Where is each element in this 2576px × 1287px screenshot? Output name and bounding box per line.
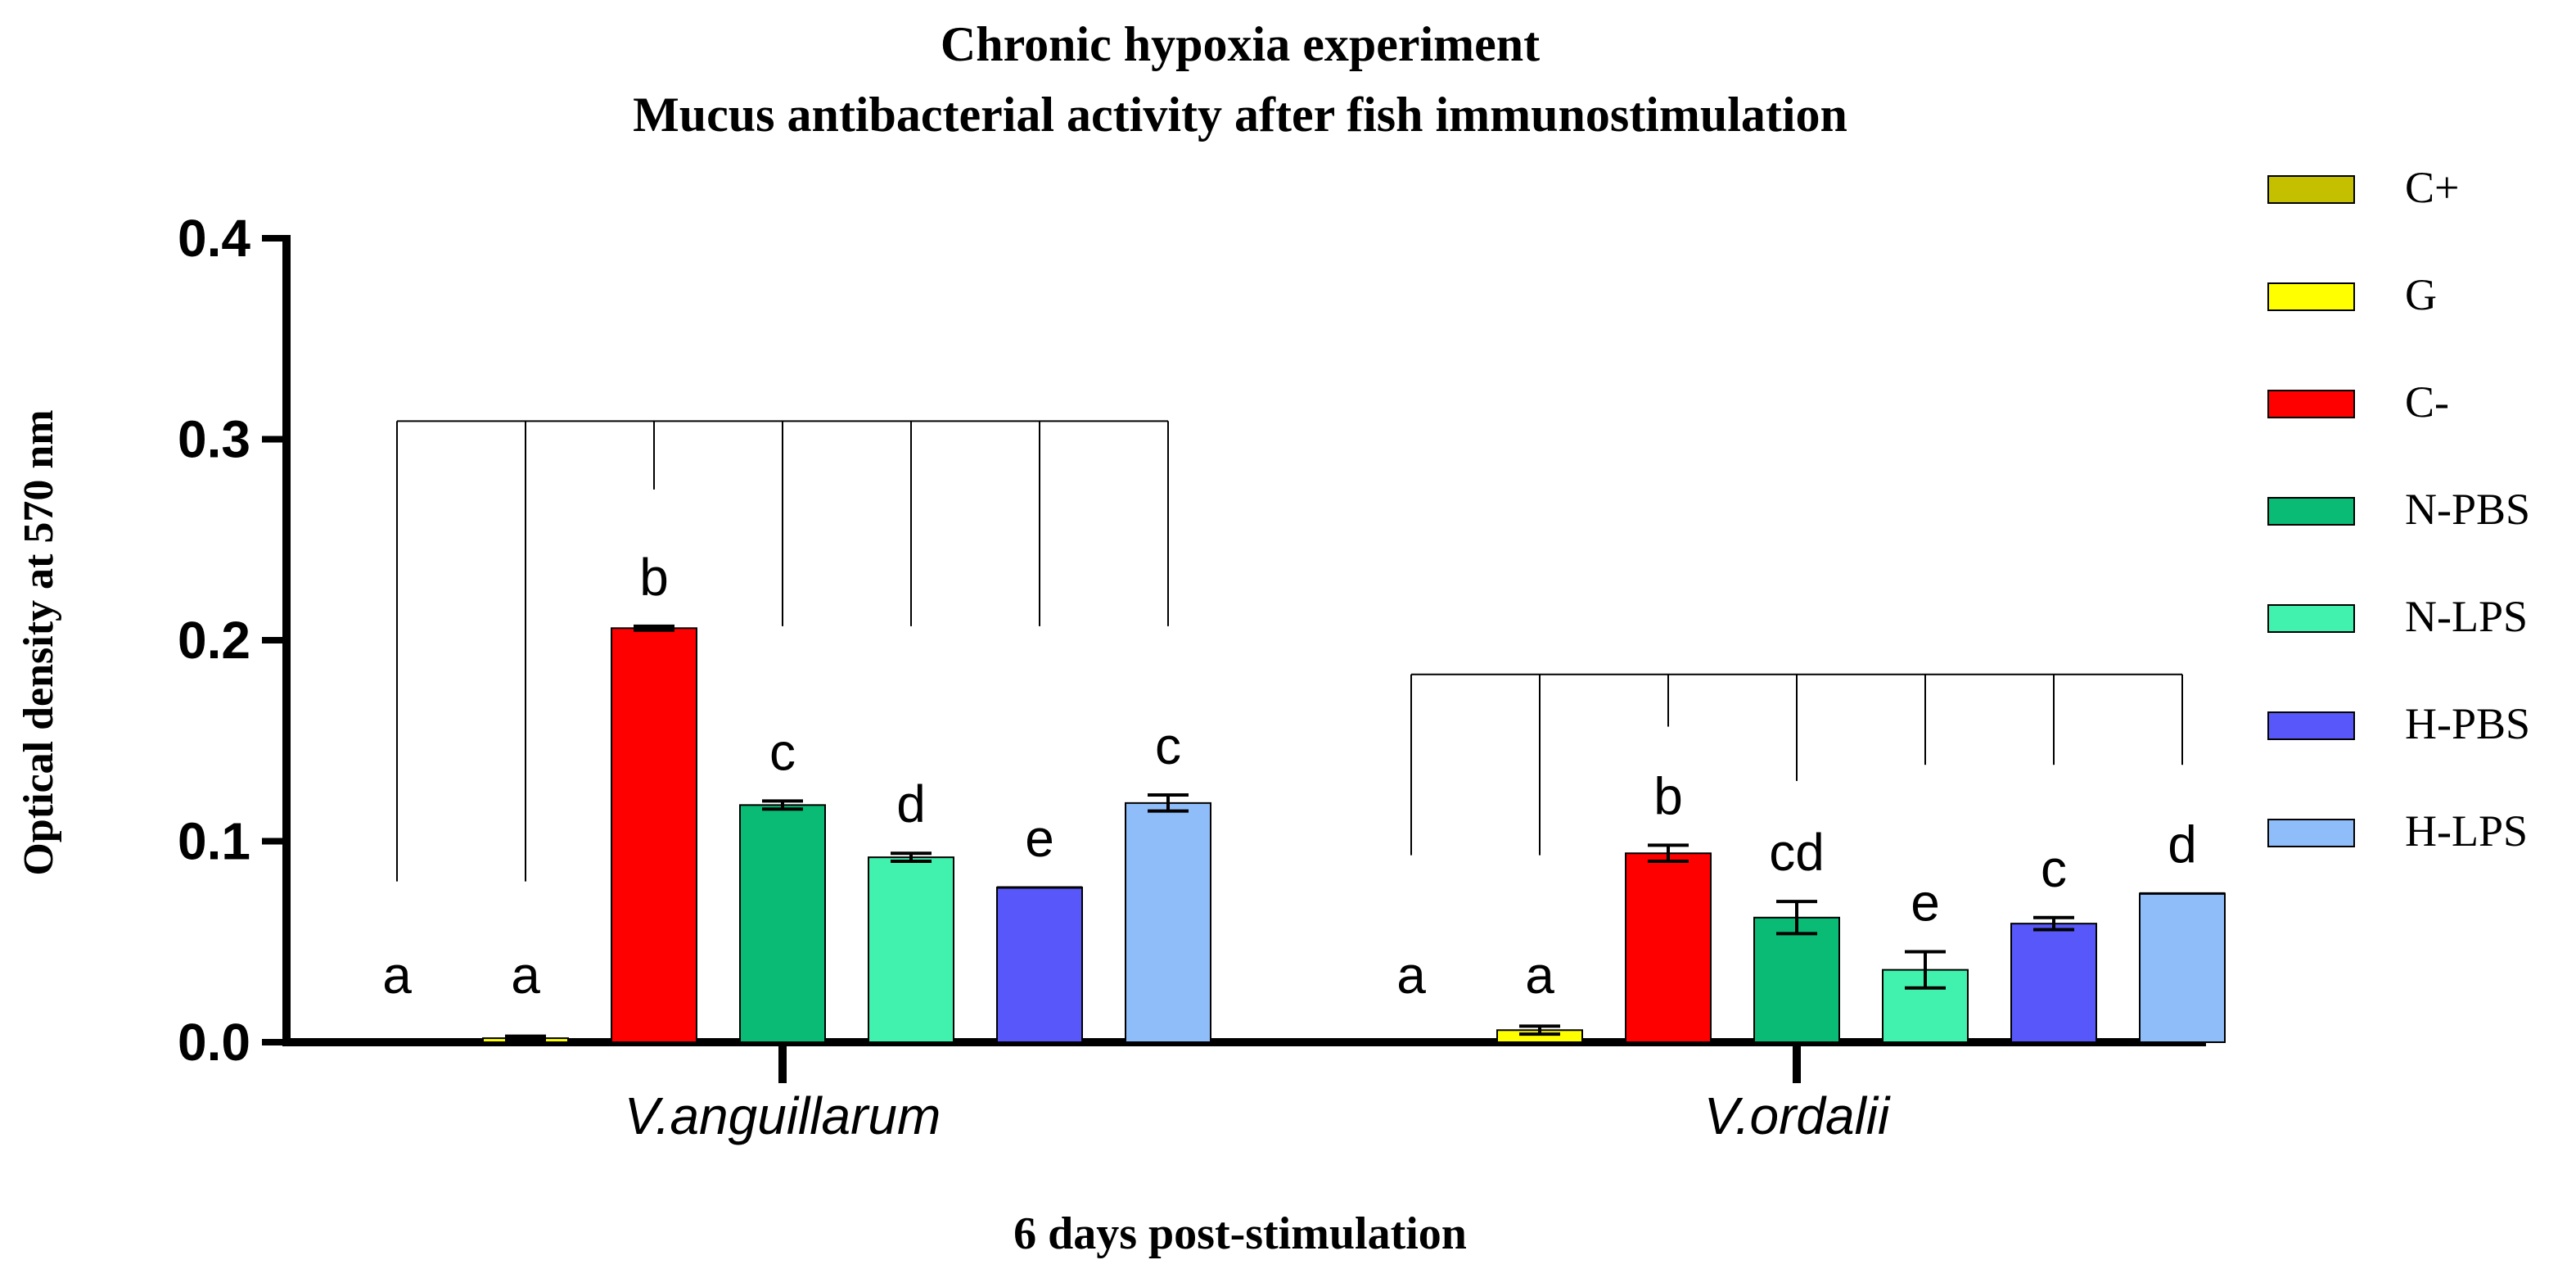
legend-label: C-: [2405, 377, 2449, 427]
bar: [1753, 916, 1840, 1044]
significance-letter: c: [769, 722, 796, 781]
y-tick-label: 0.0: [178, 1013, 250, 1072]
significance-letter: b: [1653, 766, 1683, 825]
significance-letter: b: [639, 548, 669, 607]
legend-label: N-PBS: [2405, 485, 2530, 534]
legend-label: N-LPS: [2405, 592, 2528, 641]
legend-swatch: [2267, 175, 2355, 204]
x-axis: V.anguillarum V.ordalii: [282, 1038, 2206, 1145]
y-tick-label: 0.1: [178, 812, 250, 871]
bar: [1625, 852, 1712, 1043]
bar: [2139, 892, 2226, 1043]
significance-letter: a: [1396, 946, 1426, 1005]
legend-label: H-LPS: [2405, 806, 2528, 856]
legend-label: C+: [2405, 163, 2459, 212]
legend-swatch: [2267, 711, 2355, 740]
x-tick-label: V.anguillarum: [625, 1086, 941, 1145]
bar: [611, 627, 697, 1044]
significance-letter: e: [1911, 874, 1940, 933]
legend-label: H-PBS: [2405, 699, 2530, 748]
significance-letter: d: [2168, 815, 2197, 874]
y-axis-label: Optical density at 570 nm: [16, 409, 62, 875]
bar: [2010, 923, 2097, 1044]
x-axis-label: 6 days post-stimulation: [1013, 1208, 1467, 1259]
significance-letter: c: [2041, 839, 2067, 898]
bar: [996, 886, 1083, 1043]
significance-letter: a: [382, 946, 412, 1005]
legend-swatch: [2267, 390, 2355, 418]
legend-swatch: [2267, 282, 2355, 311]
significance-letter: a: [1525, 946, 1554, 1005]
comparison-brackets: [396, 420, 2183, 882]
legend-label: G: [2405, 270, 2437, 319]
legend-swatch: [2267, 819, 2355, 847]
y-axis: 0.0 0.1 0.2 0.3 0.4: [178, 209, 291, 1072]
bar: [868, 856, 954, 1044]
chart-title: Chronic hypoxia experiment: [941, 17, 1540, 71]
legend: C+ G C- N-PBS N-LPS H-PBS H-LPS: [2267, 163, 2530, 856]
legend-swatch: [2267, 604, 2355, 633]
significance-letter: d: [896, 774, 926, 833]
significance-letter: e: [1025, 809, 1054, 868]
y-tick-label: 0.3: [178, 410, 250, 469]
significance-letter: c: [1155, 716, 1181, 775]
y-tick-label: 0.2: [178, 611, 250, 670]
bar: [739, 804, 826, 1043]
chart-subtitle: Mucus antibacterial activity after fish …: [633, 88, 1847, 142]
bar: [1125, 802, 1211, 1043]
significance-letter: cd: [1769, 823, 1825, 882]
legend-swatch: [2267, 497, 2355, 526]
x-tick-label: V.ordalii: [1704, 1086, 1891, 1145]
y-tick-label: 0.4: [178, 209, 250, 268]
significance-letter: a: [511, 946, 540, 1005]
